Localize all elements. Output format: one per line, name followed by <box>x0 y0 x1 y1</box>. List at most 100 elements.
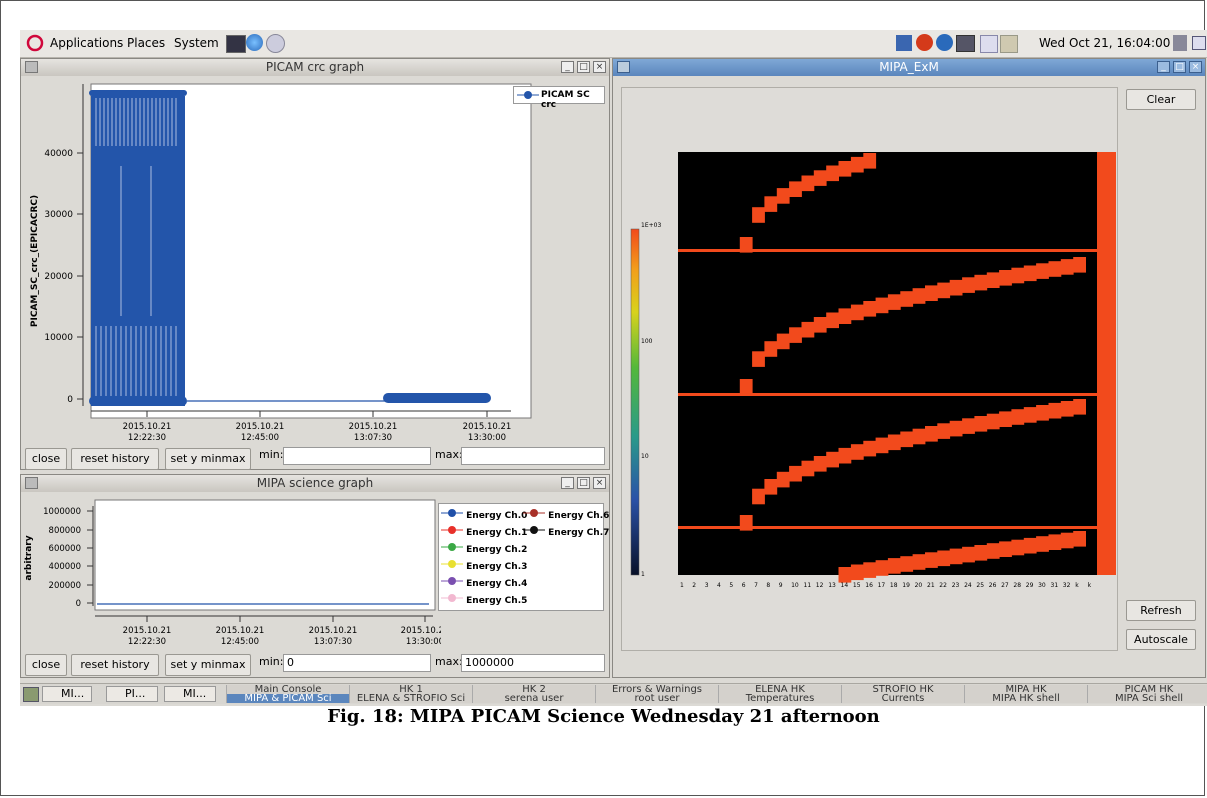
heatmap-cell <box>739 237 753 253</box>
maximize-icon[interactable]: □ <box>577 61 590 73</box>
accessibility-icon[interactable] <box>936 34 953 51</box>
heatmap-cell <box>974 416 988 432</box>
colorbar-label: 10 <box>641 453 649 460</box>
workspace-tab-top: HK 2 <box>522 684 546 695</box>
max-label: max: <box>435 448 463 461</box>
legend-label: Energy Ch.2 <box>466 545 528 555</box>
heatmap-cell <box>962 418 975 434</box>
mail-icon[interactable] <box>266 34 285 53</box>
close-button[interactable]: close <box>25 654 67 676</box>
window-titlebar[interactable]: MIPA science graph _ □ × <box>21 475 609 492</box>
window-menu-icon[interactable] <box>617 61 630 73</box>
taskbar-window-button[interactable]: MI... <box>164 686 216 702</box>
network-icon[interactable] <box>1000 35 1018 53</box>
legend-marker-icon <box>441 594 463 602</box>
workspace-tab-bottom: root user <box>634 693 680 704</box>
workspace-tab-top: MIPA HK <box>1005 684 1047 695</box>
window-titlebar[interactable]: PICAM crc graph _ □ × <box>21 59 609 76</box>
debian-logo-icon[interactable] <box>26 34 44 52</box>
places-menu[interactable]: Places <box>127 36 166 50</box>
heatmap-cell <box>962 546 975 563</box>
minimize-icon[interactable]: _ <box>561 61 574 73</box>
heatmap-cell <box>1023 537 1037 554</box>
x-tick-date: 2015.10.21 <box>236 422 285 432</box>
workspace-tab[interactable]: Errors & Warnings root user <box>595 685 718 704</box>
workspace-tab[interactable]: Main Console MIPA & PICAM Sci <box>226 685 349 704</box>
browser-icon[interactable] <box>246 34 263 51</box>
x-tick-time: 13:30:00 <box>406 637 441 647</box>
set-y-minmax-button[interactable]: set y minmax <box>165 448 251 470</box>
heatmap-cell <box>1048 402 1062 419</box>
maximize-icon[interactable]: □ <box>1173 61 1186 73</box>
min-input[interactable] <box>283 447 431 465</box>
max-input[interactable] <box>461 447 605 465</box>
heatmap-cell <box>962 277 975 293</box>
minimize-icon[interactable]: _ <box>561 477 574 489</box>
show-desktop-icon[interactable] <box>23 687 39 702</box>
heatmap-x-label: 6 <box>742 582 746 589</box>
workspace-tab[interactable]: STROFIO HK Currents <box>841 684 964 704</box>
workspace-tab[interactable]: ELENA HK Temperatures <box>718 685 841 704</box>
legend-marker-icon <box>441 509 463 517</box>
show-desktop-icon[interactable] <box>1192 36 1206 50</box>
taskbar-window-label: MI... <box>61 687 85 700</box>
reset-history-button[interactable]: reset history <box>71 448 159 470</box>
y-ticks: 40000 30000 20000 10000 0 <box>44 149 83 405</box>
heatmap-cell <box>1048 261 1062 277</box>
heatmap-k-column <box>1097 152 1116 575</box>
search-icon[interactable] <box>980 35 998 53</box>
max-input[interactable]: 1000000 <box>461 654 605 672</box>
window-menu-icon[interactable] <box>25 61 38 73</box>
workspace-tab[interactable]: HK 1 ELENA & STROFIO Sci <box>349 685 472 704</box>
heatmap-cell <box>875 297 889 314</box>
heatmap-cell <box>863 440 877 457</box>
reset-history-button[interactable]: reset history <box>71 654 159 676</box>
band-separator <box>678 249 1116 252</box>
legend-label: Energy Ch.5 <box>466 596 528 606</box>
clear-button[interactable]: Clear <box>1126 89 1196 110</box>
workspace-tab[interactable]: PICAM HK MIPA Sci shell <box>1087 685 1207 704</box>
max-label: max: <box>435 655 463 668</box>
workspace-tab[interactable]: MIPA HK MIPA HK shell <box>964 684 1087 704</box>
close-button[interactable]: close <box>25 448 67 470</box>
volume-icon[interactable] <box>1173 35 1187 51</box>
close-icon[interactable]: × <box>593 61 606 73</box>
heatmap-cell <box>912 428 926 445</box>
heatmap-x-label: 2 <box>692 582 696 589</box>
y-ticks: 1000000 800000 600000 400000 200000 0 <box>43 507 93 609</box>
heatmap-x-label: 24 <box>964 582 972 589</box>
heatmap-x-label: 32 <box>1063 582 1071 589</box>
workspace-tab-bottom: MIPA HK shell <box>992 693 1060 704</box>
heatmap-cell <box>887 558 901 574</box>
band-separator <box>678 393 1116 396</box>
window-menu-icon[interactable] <box>25 477 38 489</box>
screen-icon[interactable] <box>956 35 975 52</box>
system-menu[interactable]: System <box>174 36 219 50</box>
heatmap-cell <box>986 543 1000 559</box>
monitor-icon[interactable] <box>896 35 912 51</box>
workspace-tab-top: STROFIO HK <box>872 684 934 695</box>
taskbar-window-button[interactable]: MI... <box>42 686 92 702</box>
legend-marker-icon <box>523 509 545 517</box>
taskbar-window-button[interactable]: PI... <box>106 686 158 702</box>
clock[interactable]: Wed Oct 21, 16:04:00 <box>1039 36 1171 50</box>
window-titlebar[interactable]: MIPA_ExM _ □ × <box>613 59 1205 76</box>
refresh-button[interactable]: Refresh <box>1126 600 1196 621</box>
min-input[interactable]: 0 <box>283 654 431 672</box>
legend-label: Energy Ch.7 <box>548 528 610 538</box>
workspace-tab[interactable]: HK 2 serena user <box>472 684 595 704</box>
close-icon[interactable]: × <box>1189 61 1202 73</box>
applications-menu[interactable]: Applications <box>50 36 124 50</box>
mipa-science-window: MIPA science graph _ □ × arbitrary 10000… <box>20 474 610 678</box>
autoscale-button[interactable]: Autoscale <box>1126 629 1196 650</box>
set-y-minmax-button[interactable]: set y minmax <box>165 654 251 676</box>
legend-label: Energy Ch.6 <box>548 511 610 521</box>
heatmap-cell <box>776 333 790 350</box>
terminal-icon[interactable] <box>226 35 246 53</box>
update-icon[interactable] <box>916 34 933 51</box>
heatmap-cell <box>1060 532 1074 549</box>
maximize-icon[interactable]: □ <box>577 477 590 489</box>
minimize-icon[interactable]: _ <box>1157 61 1170 73</box>
heatmap-cell <box>789 465 802 482</box>
close-icon[interactable]: × <box>593 477 606 489</box>
